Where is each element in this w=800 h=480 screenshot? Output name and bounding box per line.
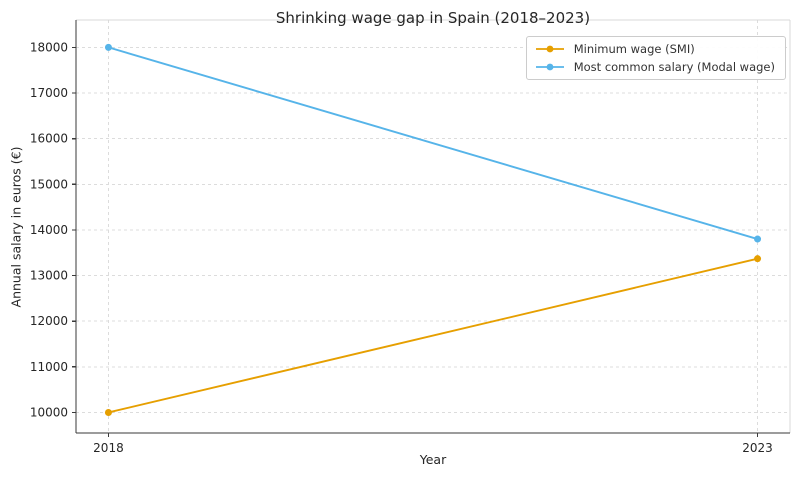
legend-line-sample-modal-wage (535, 63, 564, 71)
y-tick-label-12000: 12000 (30, 314, 68, 328)
series-line-minimum-wage-smi (108, 257, 758, 414)
series-line-most-common-salary-modal-wage (108, 46, 758, 240)
y-tick-label-13000: 13000 (30, 269, 68, 283)
y-tick-label-18000: 18000 (30, 40, 68, 54)
data-point-minimum-wage-smi-2018 (104, 408, 112, 416)
chart-title: Shrinking wage gap in Spain (2018–2023) (275, 9, 591, 27)
y-tick-label-10000: 10000 (30, 405, 68, 419)
y-tick-label-15000: 15000 (30, 177, 68, 191)
y-tick-label-17000: 17000 (30, 86, 68, 100)
y-tick-label-16000: 16000 (30, 132, 68, 146)
legend-label-modal-wage: Most common salary (Modal wage) (573, 60, 775, 74)
legend-line-sample-minimum-wage (535, 45, 564, 53)
data-point-most-common-salary-modal-wage-2018 (104, 43, 112, 51)
legend: Minimum wage (SMI) Most common salary (M… (525, 36, 786, 80)
y-tick-label-14000: 14000 (30, 223, 68, 237)
x-tick-label-2023: 2023 (742, 441, 773, 455)
legend-item-minimum-wage: Minimum wage (SMI) (534, 42, 775, 56)
x-axis-label: Year (419, 452, 447, 467)
y-tick-label-11000: 11000 (30, 360, 68, 374)
data-point-most-common-salary-modal-wage-2023 (754, 235, 762, 243)
data-point-minimum-wage-smi-2023 (754, 255, 762, 263)
legend-item-modal-wage: Most common salary (Modal wage) (534, 60, 775, 74)
y-axis-label: Annual salary in euros (€) (8, 146, 24, 308)
legend-label-minimum-wage: Minimum wage (SMI) (573, 42, 695, 56)
x-tick-label-2018: 2018 (93, 441, 124, 455)
